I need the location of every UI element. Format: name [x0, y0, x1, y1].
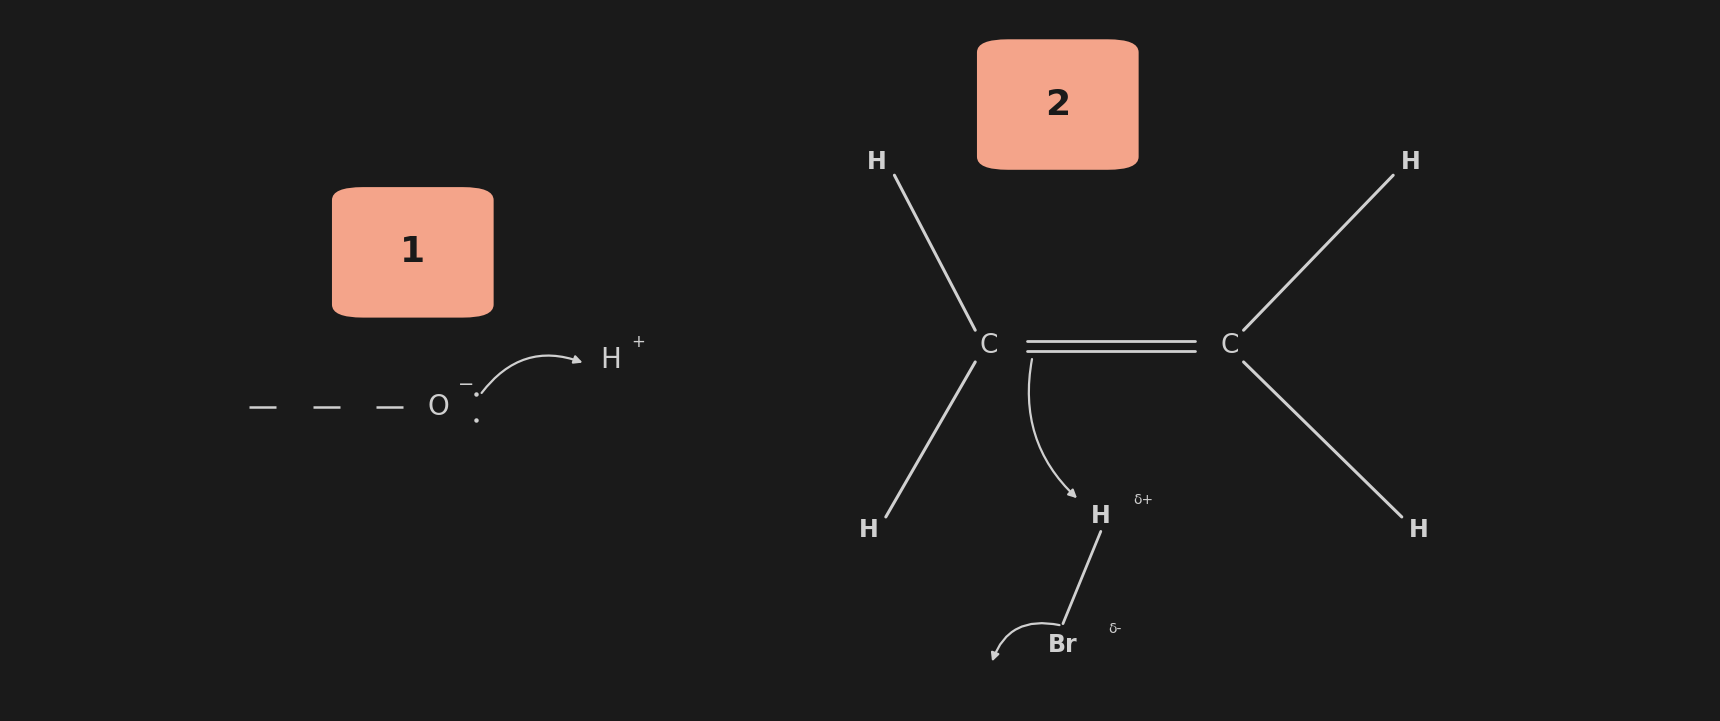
Text: δ+: δ+	[1133, 492, 1154, 507]
Text: H: H	[600, 347, 621, 374]
FancyBboxPatch shape	[977, 39, 1139, 170]
Text: H: H	[1090, 503, 1111, 528]
Text: H: H	[858, 518, 879, 542]
Text: Br: Br	[1047, 633, 1078, 658]
Text: δ-: δ-	[1108, 622, 1121, 637]
Text: H: H	[1409, 518, 1429, 542]
FancyBboxPatch shape	[332, 187, 494, 317]
Text: C: C	[1221, 333, 1238, 359]
Text: 1: 1	[401, 235, 425, 270]
Text: C: C	[980, 333, 998, 359]
Text: +: +	[631, 333, 645, 350]
Text: 2: 2	[1046, 87, 1070, 122]
Text: H: H	[1400, 150, 1421, 174]
Text: O: O	[428, 394, 449, 421]
Text: −: −	[458, 375, 475, 394]
Text: H: H	[867, 150, 888, 174]
